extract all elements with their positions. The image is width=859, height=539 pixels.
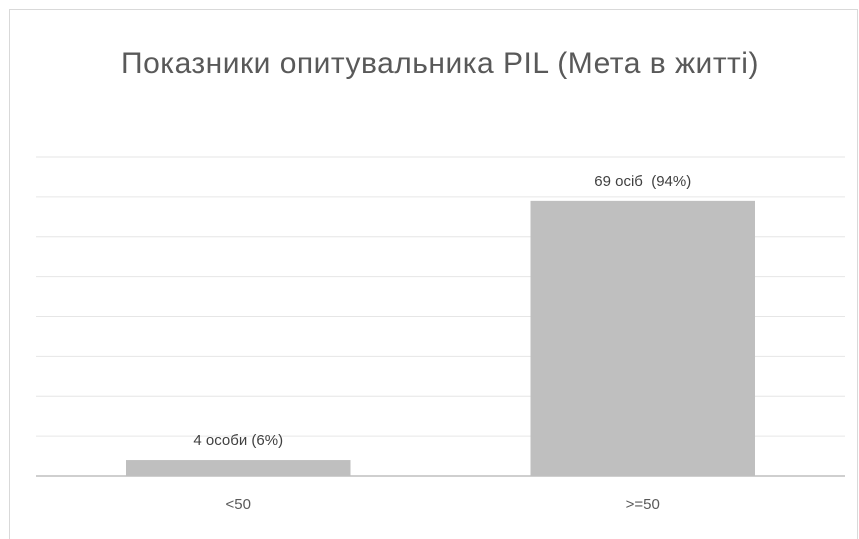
x-tick-labels: <50 >=50 [226,496,660,513]
chart-title: Показники опитувальника PIL (Мета в житт… [121,47,759,80]
x-tick-label: <50 [226,496,251,513]
bar [530,200,755,477]
x-tick-label: >=50 [626,496,660,513]
bars [126,200,755,477]
data-label: 4 особи (6%) [193,432,283,449]
data-labels: 4 особи (6%) 69 осіб (94%) [193,173,691,449]
bar [126,460,351,476]
data-label: 69 осіб (94%) [594,173,691,190]
bar-chart: 4 особи (6%) 69 осіб (94%) <50 >=50 [36,156,845,513]
